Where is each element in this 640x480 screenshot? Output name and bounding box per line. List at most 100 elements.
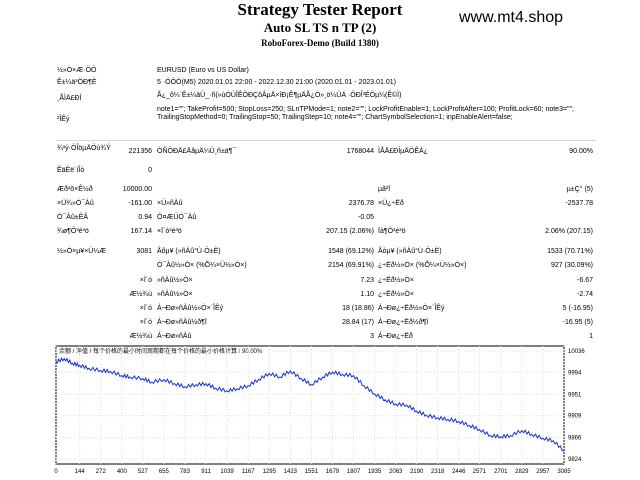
x-tick-label: 2318 bbox=[431, 469, 445, 475]
net-label: ×Ü¾»Ó¯Àû bbox=[57, 200, 94, 207]
x-tick-label: 2190 bbox=[410, 469, 424, 475]
largest-label: ×î´ó bbox=[139, 277, 152, 284]
x-tick-label: 2829 bbox=[515, 469, 529, 475]
gross-loss-label: ×Ü¿÷Ëð bbox=[378, 200, 404, 207]
x-tick-label: 2446 bbox=[452, 469, 466, 475]
abs-dd-value: 167.14 bbox=[130, 228, 152, 235]
long-value: 1533 (70.71%) bbox=[547, 248, 593, 255]
divider bbox=[56, 140, 596, 141]
x-tick-label: 527 bbox=[138, 469, 149, 475]
max-consec-losses-value: 5 (-16.95) bbox=[562, 305, 593, 312]
params-label: ²ÎÊý bbox=[57, 116, 70, 123]
period-value: 5 ·ÖÖÓ(M5) 2020.01.01 22:00 - 2022.12.30… bbox=[157, 79, 396, 86]
x-tick-label: 1807 bbox=[347, 469, 361, 475]
average-label: Æ½¾ù bbox=[129, 291, 152, 298]
max-label: ×î´ó bbox=[139, 305, 152, 312]
x-tick-label: 1551 bbox=[305, 469, 319, 475]
report-subtitle: Auto SL TS n TP (2) bbox=[263, 20, 377, 35]
x-tick-label: 911 bbox=[201, 469, 211, 475]
errors-value: 0 bbox=[148, 167, 152, 174]
loss-trades-value: 927 (30.09%) bbox=[550, 262, 593, 269]
x-tick-label: 1935 bbox=[368, 469, 382, 475]
y-tick-label: 9824 bbox=[568, 457, 582, 463]
x-tick-label: 1679 bbox=[326, 469, 340, 475]
largest-loss-value: -6.67 bbox=[577, 277, 593, 284]
x-tick-label: 655 bbox=[159, 469, 170, 475]
loss-trades-label: ¿÷Ëð½»Ò× (%Õ¼×Ü½»Ò×) bbox=[378, 262, 467, 269]
x-tick-label: 1167 bbox=[242, 469, 256, 475]
gross-profit-label: ×Ü»ñÀû bbox=[157, 200, 183, 207]
y-tick-label: 9994 bbox=[568, 370, 582, 376]
max-consec-losses-label: Á¬Ðø¿÷Ëð½»Ò×´ÎÊý bbox=[378, 305, 445, 312]
spread-label: µã²î bbox=[378, 186, 391, 193]
x-tick-label: 400 bbox=[117, 469, 128, 475]
long-label: Âòµ¥ (»ñÀû°Ù·Ö±È) bbox=[378, 248, 442, 255]
x-tick-label: 0 bbox=[54, 469, 58, 475]
report-title: Strategy Tester Report bbox=[237, 0, 403, 19]
quality-label: ÌÃÄ£ÐÍµÄÖÊÁ¿ bbox=[378, 148, 428, 155]
trades-value: 3081 bbox=[136, 248, 152, 255]
ticks-label: ÒÑÖÐÄ£ÄâµÄ¼Û¸ñ±ä¶¯ bbox=[157, 148, 237, 155]
short-value: 1548 (69.12%) bbox=[328, 248, 374, 255]
x-tick-label: 2571 bbox=[473, 469, 487, 475]
x-tick-label: 1295 bbox=[263, 469, 277, 475]
deposit-value: 10000.00 bbox=[122, 186, 152, 193]
balance-chart: 余额 / 净值 / 每个价格的最小时间周期都在每个价格的最小价格计算 / 90.… bbox=[0, 344, 600, 480]
deposit-label: Æð³õ×Ê½ð bbox=[57, 186, 93, 193]
bars-label: ¾¹ý·ÖÎöµÄÖù¾Ý bbox=[57, 145, 111, 152]
y-tick-label: 9866 bbox=[568, 436, 582, 442]
exp-value: -0.05 bbox=[358, 214, 374, 221]
server-info: RoboForex-Demo (Build 1380) bbox=[261, 38, 379, 48]
symbol-label: ½»Ò×Æ·ÖÖ bbox=[57, 67, 97, 74]
max-consec-loss-value: -16.95 (5) bbox=[562, 319, 593, 326]
model-value: Ã¿_ô¼´Ê±¼äÛ_·ñ(»ùÓÚÎÊÖÐÇôÂµÄ×îÐ¡Ê¶µÄÃ¿Ò»… bbox=[157, 92, 402, 99]
x-tick-label: 272 bbox=[96, 469, 107, 475]
x-tick-label: 1423 bbox=[284, 469, 298, 475]
pf-label: Ó¯Àû±ÈÂ bbox=[57, 214, 89, 221]
max-consec-loss-label: Á¬Ðø¿÷Ëð½ð¶î bbox=[378, 319, 429, 326]
max-dd-label: ×î´ó³é³ö bbox=[157, 228, 182, 235]
max-consec-wins-label: Á¬Ðø»ñÀû½»Ò×´ÎÊý bbox=[157, 305, 224, 312]
avg-consec-losses-value: 1 bbox=[589, 333, 593, 340]
x-axis-ticks: 0 144 272 400 527 655 783 911 1039 1167 1295 1423 15… bbox=[54, 469, 571, 475]
average-loss-label: ¿÷Ëð½»Ò× bbox=[378, 291, 414, 298]
avg-consec-label: Æ½¾ù bbox=[129, 333, 152, 340]
y-axis-ticks: 10036 9994 9951 9909 9866 9824 bbox=[568, 349, 585, 463]
plot-frame bbox=[55, 345, 565, 465]
max-consec-profit-label: Á¬Ðø»ñÀû½ð¶î bbox=[157, 319, 207, 326]
avg-consec-wins-value: 3 bbox=[370, 333, 374, 340]
average-profit-label: »ñÀû½»Ò× bbox=[157, 291, 193, 298]
pf-value: 0.94 bbox=[138, 214, 152, 221]
maximal-label: ×î´ó bbox=[139, 319, 152, 326]
ticks-value: 1768044 bbox=[346, 148, 374, 155]
trades-label: ½»Ò×µ¥×Ü¼Æ bbox=[57, 248, 107, 255]
x-tick-label: 2957 bbox=[536, 469, 550, 475]
params-value: note1=""; TakeProfit=500; StopLoss=250; … bbox=[157, 106, 574, 121]
rel-dd-label: Ïà¶Ô³é³ö bbox=[378, 228, 406, 235]
max-consec-wins-value: 18 (18.86) bbox=[342, 305, 374, 312]
quality-value: 90.00% bbox=[569, 148, 593, 155]
spread-value: µ±Ç° (5) bbox=[566, 186, 593, 193]
largest-profit-value: 7.23 bbox=[360, 277, 374, 284]
short-label: Âôµ¥ (»ñÀû°Ù·Ö±È) bbox=[157, 248, 221, 255]
grid-lines bbox=[55, 346, 565, 464]
symbol-value: EURUSD (Euro vs US Dollar) bbox=[157, 67, 249, 74]
x-tick-label: 144 bbox=[75, 469, 86, 475]
y-tick-label: 9909 bbox=[568, 414, 582, 420]
largest-loss-label: ¿÷Ëð½»Ò× bbox=[378, 277, 414, 284]
profit-trades-value: 2154 (69.91%) bbox=[328, 262, 374, 269]
exp-label: Ô¤ÆÚÓ¯Àû bbox=[157, 214, 197, 221]
y-tick-label: 10036 bbox=[568, 349, 585, 355]
max-dd-value: 207.15 (2.06%) bbox=[326, 228, 374, 235]
average-profit-value: 1.10 bbox=[360, 291, 374, 298]
rel-dd-value: 2.06% (207.15) bbox=[545, 228, 593, 235]
gross-profit-value: 2376.78 bbox=[348, 200, 374, 207]
errors-label: ÊäÈë´íÎó bbox=[57, 167, 85, 174]
gross-loss-value: -2537.78 bbox=[565, 200, 593, 207]
x-tick-label: 2063 bbox=[389, 469, 403, 475]
period-label: Ê±¼ä³ÖÐ¶È bbox=[57, 79, 97, 86]
x-tick-label: 3085 bbox=[557, 469, 571, 475]
profit-trades-label: Ó¯Àû½»Ò× (%Õ¼×Ü½»Ò×) bbox=[157, 262, 247, 269]
series-group bbox=[55, 356, 564, 452]
max-consec-profit-value: 28.84 (17) bbox=[342, 319, 374, 326]
